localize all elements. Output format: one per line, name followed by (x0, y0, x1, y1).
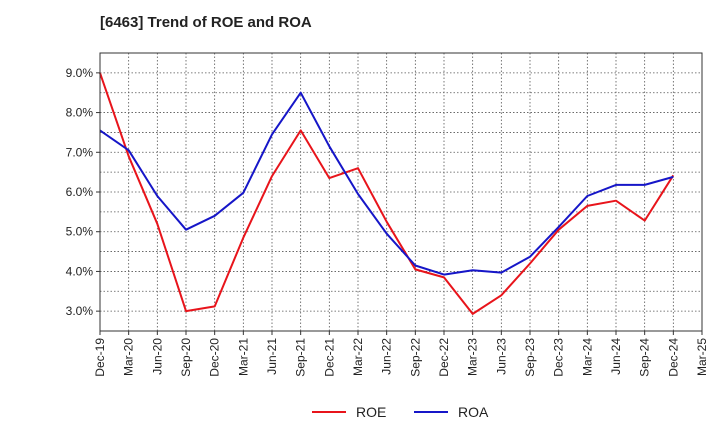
x-tick-label: Sep-22 (408, 338, 422, 377)
x-tick-label: Jun-22 (380, 338, 394, 375)
x-tick-label: Sep-21 (294, 338, 308, 377)
y-tick-label: 6.0% (66, 185, 94, 199)
x-tick-label: Sep-24 (638, 338, 652, 377)
x-tick-label: Mar-21 (236, 338, 250, 376)
y-tick-label: 4.0% (66, 264, 94, 278)
y-tick-label: 9.0% (66, 66, 94, 80)
chart-title: [6463] Trend of ROE and ROA (100, 14, 312, 31)
y-tick-label: 5.0% (66, 225, 94, 239)
legend-swatch-roe (312, 411, 346, 413)
x-tick-label: Dec-24 (666, 338, 680, 377)
axes: 3.0% 4.0% 5.0% 6.0% 7.0% 8.0% 9.0% Dec-19 Mar-20… (66, 52, 709, 377)
legend-item-roe: ROE (312, 404, 386, 420)
x-tick-label: Dec-20 (208, 338, 222, 377)
x-tick-label: Jun-20 (150, 338, 164, 375)
legend-item-roa: ROA (414, 404, 488, 420)
x-tick-label: Jun-21 (265, 338, 279, 375)
legend-label-roe: ROE (356, 404, 387, 420)
x-tick-label: Jun-24 (609, 338, 623, 375)
x-tick-label: Dec-21 (322, 338, 336, 377)
x-tick-label: Mar-25 (695, 338, 709, 376)
series-layer (99, 72, 675, 315)
x-tick-label: Dec-23 (552, 338, 566, 377)
legend: ROE ROA (0, 404, 720, 426)
legend-label-roa: ROA (458, 404, 489, 420)
legend-swatch-roa (414, 411, 448, 413)
series-line-roa (99, 91, 674, 276)
x-tick-label: Dec-19 (93, 338, 107, 377)
y-tick-label: 3.0% (66, 304, 94, 318)
grid-lines (100, 53, 702, 331)
x-tick-label: Mar-20 (122, 338, 136, 376)
y-tick-label: 8.0% (66, 106, 94, 120)
x-tick-label: Mar-23 (466, 338, 480, 376)
x-tick-label: Sep-23 (523, 338, 537, 377)
x-tick-label: Jun-23 (494, 338, 508, 375)
x-tick-label: Sep-20 (179, 338, 193, 377)
y-tick-label: 7.0% (66, 145, 94, 159)
series-line-roe (99, 72, 675, 315)
x-tick-label: Mar-24 (580, 338, 594, 376)
x-tick-label: Dec-22 (437, 338, 451, 377)
x-tick-label: Mar-22 (351, 338, 365, 376)
